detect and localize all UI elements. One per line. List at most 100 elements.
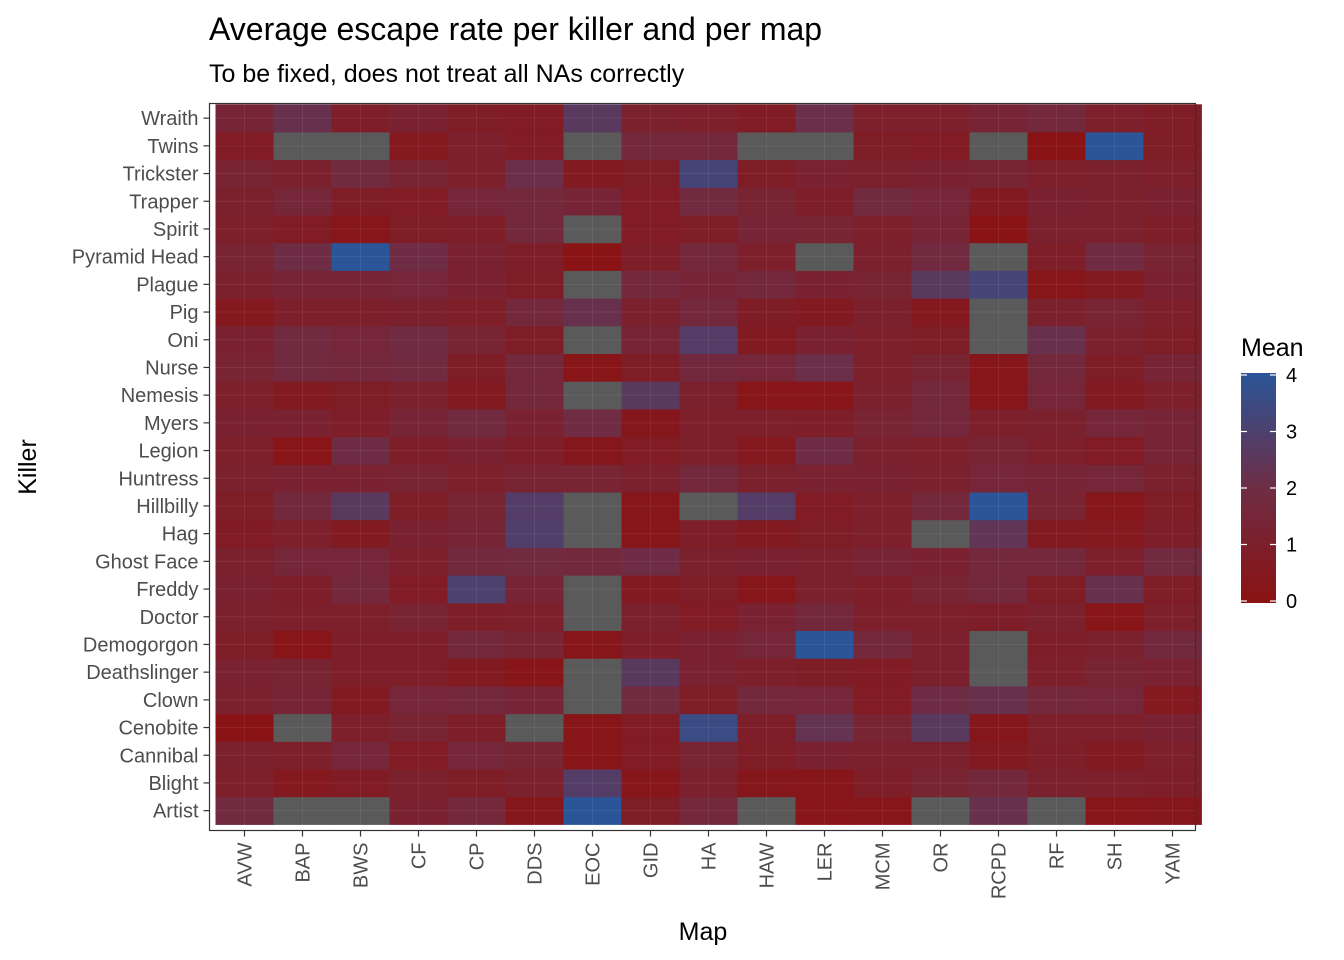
heatmap-cell [389,658,448,687]
heatmap-cell [1085,769,1144,798]
heatmap-cell [273,575,332,604]
heatmap-cell [1143,492,1202,521]
heatmap-cell [1143,409,1202,438]
x-tick-label: YAM [1163,843,1185,885]
heatmap-cell [795,159,854,188]
heatmap-cell [331,215,390,244]
heatmap-cell [737,686,796,715]
heatmap-cell [563,104,622,133]
heatmap-cell [737,187,796,216]
heatmap-cell [1027,104,1086,133]
heatmap-cell [563,602,622,631]
heatmap-cell [1027,769,1086,798]
heatmap-cell [911,104,970,133]
heatmap-cell [969,602,1028,631]
heatmap-cell [853,270,912,299]
heatmap-cell [215,630,274,659]
heatmap-cell [737,630,796,659]
heatmap-cell [273,741,332,770]
heatmap-cell [215,713,274,742]
heatmap-cell [853,686,912,715]
heatmap-cell [389,492,448,521]
heatmap-cell [621,215,680,244]
heatmap-cell [621,713,680,742]
heatmap-cell [505,741,564,770]
heatmap-cell [679,547,738,576]
heatmap-cell [795,298,854,327]
heatmap-cell [853,187,912,216]
heatmap-cell [447,436,506,465]
x-axis-title: Map [679,918,728,946]
heatmap-cell [215,187,274,216]
heatmap-cell [447,270,506,299]
y-tick-label: Nurse [145,357,198,379]
heatmap-cell [1085,325,1144,354]
heatmap-cell [447,298,506,327]
chart-title: Average escape rate per killer and per m… [209,11,822,47]
heatmap-cell [505,602,564,631]
heatmap-cell [273,519,332,548]
heatmap-cell [1085,575,1144,604]
heatmap-cell [911,769,970,798]
heatmap-cell [505,547,564,576]
heatmap-cell [389,713,448,742]
heatmap-cell [911,630,970,659]
heatmap-cell [331,436,390,465]
x-tick-label: DDS [525,843,547,885]
heatmap-cell [215,353,274,382]
heatmap-cell [389,796,448,825]
heatmap-cell [1085,104,1144,133]
heatmap-cell [505,519,564,548]
heatmap-cell [273,713,332,742]
heatmap-cell [853,353,912,382]
heatmap-cell [621,769,680,798]
heatmap-cell [1085,519,1144,548]
heatmap-cell [447,686,506,715]
heatmap-cell [911,741,970,770]
heatmap-cell [215,159,274,188]
heatmap-cell [795,686,854,715]
plot-panel-border [208,102,1197,832]
heatmap-cell [273,658,332,687]
heatmap-cell [1085,602,1144,631]
heatmap-cell [911,547,970,576]
heatmap-cell [737,796,796,825]
heatmap-cell [1143,353,1202,382]
chart-subtitle: To be fixed, does not treat all NAs corr… [209,60,685,88]
heatmap-cell [911,575,970,604]
heatmap-cell [331,547,390,576]
heatmap-cell [273,159,332,188]
heatmap-cell [273,492,332,521]
heatmap-cell [969,658,1028,687]
heatmap-cell [969,132,1028,161]
heatmap-cell [679,298,738,327]
heatmap-cell [389,630,448,659]
heatmap-cell [621,630,680,659]
y-tick-label: Pig [170,302,199,324]
x-tick-label: BWS [351,843,373,889]
heatmap-cell [331,104,390,133]
heatmap-cell [389,132,448,161]
heatmap-cell [215,215,274,244]
heatmap-cell [331,769,390,798]
heatmap-cell [679,187,738,216]
heatmap-cell [679,713,738,742]
heatmap-cell [331,325,390,354]
heatmap-cell [621,492,680,521]
heatmap-cell [563,796,622,825]
heatmap-cell [679,242,738,271]
heatmap-cell [1027,575,1086,604]
heatmap-cell [795,242,854,271]
heatmap-cell [331,796,390,825]
x-tick-label: GID [641,843,663,879]
heatmap-cell [621,686,680,715]
heatmap-cell [563,325,622,354]
heatmap-cell [447,381,506,410]
heatmap-cell [331,464,390,493]
x-tick-label: HAW [757,842,779,888]
heatmap-cell [969,298,1028,327]
heatmap-cell [1143,298,1202,327]
heatmap-cell [1143,630,1202,659]
heatmap-cell [215,325,274,354]
heatmap-cell [1027,381,1086,410]
